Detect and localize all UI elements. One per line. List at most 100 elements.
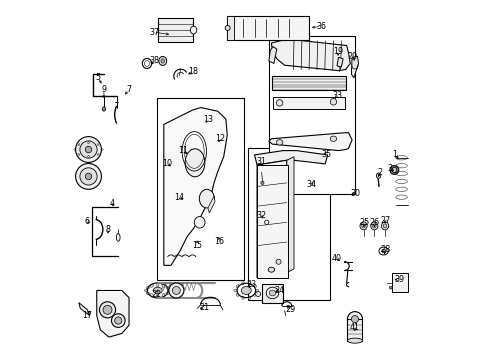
Ellipse shape	[194, 217, 204, 228]
Polygon shape	[257, 160, 286, 278]
Ellipse shape	[150, 293, 153, 297]
Polygon shape	[351, 56, 358, 78]
Ellipse shape	[276, 100, 282, 106]
Ellipse shape	[381, 249, 385, 253]
Ellipse shape	[150, 284, 153, 287]
Text: 16: 16	[214, 237, 224, 246]
Ellipse shape	[102, 107, 105, 111]
Ellipse shape	[329, 136, 336, 141]
Text: 27: 27	[379, 216, 389, 225]
Ellipse shape	[162, 293, 164, 297]
Ellipse shape	[351, 316, 358, 323]
Ellipse shape	[381, 222, 388, 230]
Bar	[261, 284, 283, 303]
Ellipse shape	[329, 99, 336, 105]
Ellipse shape	[359, 222, 366, 230]
Text: 31: 31	[256, 157, 266, 166]
Bar	[268, 36, 354, 194]
Ellipse shape	[199, 189, 214, 208]
Text: 11: 11	[178, 146, 188, 155]
Text: 28: 28	[379, 246, 389, 255]
Ellipse shape	[99, 302, 115, 318]
Text: 30: 30	[349, 189, 359, 198]
Ellipse shape	[269, 290, 275, 296]
Ellipse shape	[248, 282, 250, 285]
Text: 23: 23	[245, 280, 256, 289]
Text: 32: 32	[256, 211, 266, 220]
Bar	[247, 148, 329, 300]
Ellipse shape	[156, 294, 159, 298]
Polygon shape	[286, 157, 293, 273]
Ellipse shape	[267, 267, 274, 272]
Ellipse shape	[80, 141, 97, 158]
Text: 13: 13	[203, 114, 212, 123]
Text: 10: 10	[162, 159, 172, 168]
Ellipse shape	[236, 285, 239, 287]
Ellipse shape	[253, 285, 256, 287]
Bar	[156, 98, 244, 280]
Ellipse shape	[241, 296, 244, 299]
Ellipse shape	[346, 338, 362, 343]
Ellipse shape	[260, 181, 264, 184]
Text: 8: 8	[105, 225, 110, 234]
Text: 3: 3	[386, 164, 391, 173]
Ellipse shape	[156, 283, 159, 287]
Bar	[273, 97, 344, 109]
Ellipse shape	[80, 168, 97, 185]
Bar	[272, 76, 346, 90]
Ellipse shape	[76, 163, 101, 189]
Text: 14: 14	[174, 193, 184, 202]
Ellipse shape	[248, 296, 250, 299]
Text: 38: 38	[149, 57, 159, 66]
Text: 18: 18	[188, 67, 198, 76]
Text: 12: 12	[215, 134, 224, 143]
Text: 33: 33	[331, 91, 341, 100]
Text: 39: 39	[393, 275, 404, 284]
Ellipse shape	[276, 140, 282, 145]
Polygon shape	[97, 291, 129, 337]
Text: 40: 40	[331, 254, 341, 263]
Text: 26: 26	[368, 218, 379, 227]
Ellipse shape	[346, 312, 362, 327]
Polygon shape	[271, 39, 349, 71]
Text: 17: 17	[82, 311, 92, 320]
Text: 34: 34	[306, 180, 316, 189]
Text: 22: 22	[151, 289, 162, 298]
Text: 15: 15	[192, 241, 202, 250]
Ellipse shape	[85, 173, 92, 180]
Ellipse shape	[388, 286, 391, 289]
Polygon shape	[79, 303, 89, 316]
Ellipse shape	[153, 287, 162, 294]
Ellipse shape	[185, 149, 204, 177]
Text: 37: 37	[149, 28, 159, 37]
Ellipse shape	[370, 222, 377, 230]
Text: 1: 1	[392, 150, 397, 159]
Polygon shape	[268, 133, 351, 150]
Ellipse shape	[255, 292, 260, 297]
Ellipse shape	[190, 26, 196, 34]
Text: 4: 4	[109, 199, 114, 208]
Ellipse shape	[161, 59, 164, 63]
Bar	[227, 16, 308, 40]
Ellipse shape	[167, 289, 171, 292]
Ellipse shape	[146, 286, 149, 289]
Ellipse shape	[372, 224, 375, 228]
Ellipse shape	[241, 287, 251, 294]
Text: 5: 5	[96, 73, 101, 82]
Text: 9: 9	[101, 85, 106, 94]
Text: 24: 24	[274, 286, 284, 295]
Text: 19: 19	[332, 47, 342, 56]
Ellipse shape	[361, 224, 365, 228]
Ellipse shape	[276, 259, 281, 264]
Text: 7: 7	[126, 85, 131, 94]
Ellipse shape	[165, 286, 169, 289]
Text: 25: 25	[359, 218, 369, 227]
Ellipse shape	[146, 292, 149, 294]
Text: 21: 21	[199, 303, 209, 312]
Polygon shape	[207, 196, 215, 213]
Text: 6: 6	[85, 217, 90, 226]
Ellipse shape	[224, 26, 230, 31]
Ellipse shape	[233, 289, 237, 292]
Ellipse shape	[162, 284, 164, 287]
Ellipse shape	[383, 224, 386, 228]
